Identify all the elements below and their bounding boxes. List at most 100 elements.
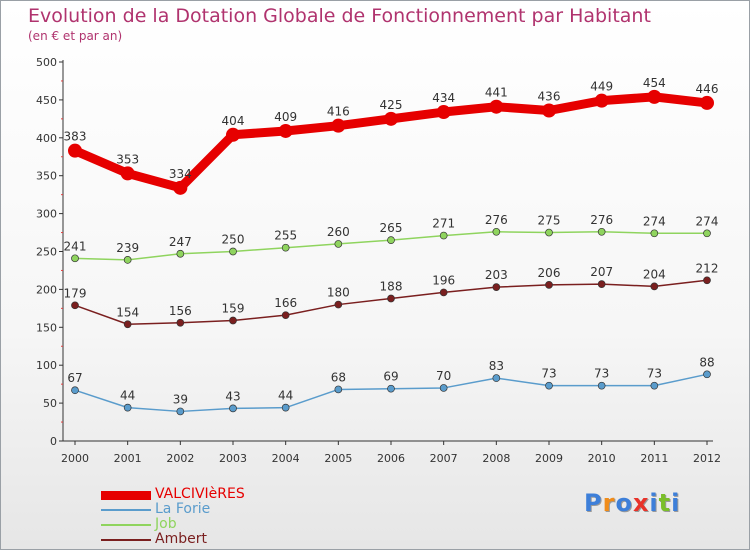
data-point xyxy=(123,255,132,264)
data-label: 409 xyxy=(274,110,297,124)
data-label: 206 xyxy=(538,266,561,280)
y-tick-label: 50 xyxy=(43,397,57,410)
data-label: 404 xyxy=(222,114,245,128)
data-point xyxy=(123,403,132,412)
data-label: 73 xyxy=(647,367,662,381)
data-point xyxy=(334,240,343,248)
data-label: 383 xyxy=(64,130,87,144)
data-point xyxy=(281,243,290,252)
data-label: 203 xyxy=(485,268,508,282)
data-label: 271 xyxy=(432,217,455,231)
data-point xyxy=(647,89,662,104)
x-tick-label: 2010 xyxy=(588,452,616,465)
data-label: 276 xyxy=(485,213,508,227)
x-tick-label: 2008 xyxy=(482,452,510,465)
data-label: 425 xyxy=(380,98,403,112)
data-point xyxy=(436,105,451,120)
data-label: 180 xyxy=(327,286,350,300)
data-point xyxy=(545,281,553,289)
x-tick-label: 2006 xyxy=(377,452,405,465)
y-tick-label: 350 xyxy=(36,170,57,183)
data-label: 260 xyxy=(327,225,350,239)
series-3: 179 154 156 159 166 180 188 196 203 206 207 204 212 xyxy=(64,261,718,329)
x-tick-label: 2004 xyxy=(272,452,300,465)
data-point xyxy=(703,229,711,238)
data-point xyxy=(492,227,501,236)
data-point xyxy=(68,143,82,158)
data-point xyxy=(176,318,185,327)
data-label: 73 xyxy=(541,367,556,381)
data-point xyxy=(703,276,711,285)
data-label: 276 xyxy=(590,213,613,227)
data-label: 188 xyxy=(380,279,403,293)
data-label: 154 xyxy=(116,305,139,319)
data-point xyxy=(545,228,553,237)
data-point xyxy=(384,111,398,126)
y-tick-label: 450 xyxy=(36,94,57,107)
data-label: 159 xyxy=(222,301,245,315)
data-point xyxy=(650,229,659,238)
logo-letter: i xyxy=(671,489,681,517)
logo-letter: t xyxy=(658,489,672,517)
data-label: 68 xyxy=(331,370,346,384)
data-point xyxy=(334,385,343,394)
data-label: 196 xyxy=(432,273,455,287)
data-label: 43 xyxy=(225,389,240,403)
data-label: 274 xyxy=(643,214,666,228)
legend-label: Job xyxy=(155,516,177,532)
x-tick-label: 2011 xyxy=(640,452,668,465)
data-point xyxy=(278,123,293,138)
data-label: 255 xyxy=(274,229,297,243)
y-tick-label: 150 xyxy=(36,321,57,334)
data-point xyxy=(229,247,237,256)
logo-letter: o xyxy=(615,489,633,517)
data-label: 44 xyxy=(120,389,135,403)
series-0: 383 353 334 404 409 416 425 434 441 436 449 454 446 xyxy=(64,76,719,195)
data-point xyxy=(120,166,135,181)
data-label: 416 xyxy=(327,105,350,119)
y-tick-label: 200 xyxy=(36,283,57,296)
data-label: 334 xyxy=(169,167,192,181)
series-1: 67 44 39 43 44 68 69 70 83 73 73 73 88 xyxy=(67,355,715,416)
data-point xyxy=(71,386,79,395)
legend-label: La Forie xyxy=(155,501,211,517)
x-tick-label: 2012 xyxy=(693,452,721,465)
legend-swatch xyxy=(101,539,151,541)
y-tick-label: 0 xyxy=(50,435,57,448)
logo-letter: x xyxy=(632,489,650,517)
data-label: 166 xyxy=(274,296,297,310)
data-label: 274 xyxy=(696,214,719,228)
data-label: 265 xyxy=(380,221,403,235)
data-label: 241 xyxy=(64,239,87,253)
data-point xyxy=(334,300,343,309)
y-tick-label: 400 xyxy=(36,132,57,145)
data-point xyxy=(650,381,659,390)
data-point xyxy=(700,95,714,110)
data-label: 247 xyxy=(169,235,192,249)
y-tick-label: 100 xyxy=(36,359,57,372)
plot-area: 383 353 334 404 409 416 425 434 441 436 449 454 446 6… xyxy=(64,76,719,416)
data-point xyxy=(281,311,290,320)
y-tick-label: 500 xyxy=(36,56,57,69)
data-label: 446 xyxy=(696,82,719,96)
data-point xyxy=(176,249,185,258)
x-tick-label: 2005 xyxy=(324,452,352,465)
x-tick-label: 2009 xyxy=(535,452,563,465)
legend-label: VALCIVIèRES xyxy=(155,486,245,502)
chart-title: Evolution de la Dotation Globale de Fonc… xyxy=(28,5,651,27)
x-tick-label: 2001 xyxy=(114,452,142,465)
data-point xyxy=(229,316,237,325)
data-point xyxy=(703,370,711,379)
data-point xyxy=(226,127,240,142)
data-point xyxy=(492,283,501,291)
legend-label: Ambert xyxy=(155,531,207,547)
data-point xyxy=(387,236,395,244)
data-point xyxy=(597,280,606,288)
data-point xyxy=(439,384,448,392)
legend-swatch xyxy=(101,509,151,511)
proxiti-logo: Proxiti xyxy=(584,489,680,517)
legend-swatch xyxy=(101,491,151,500)
data-label: 83 xyxy=(489,359,504,373)
